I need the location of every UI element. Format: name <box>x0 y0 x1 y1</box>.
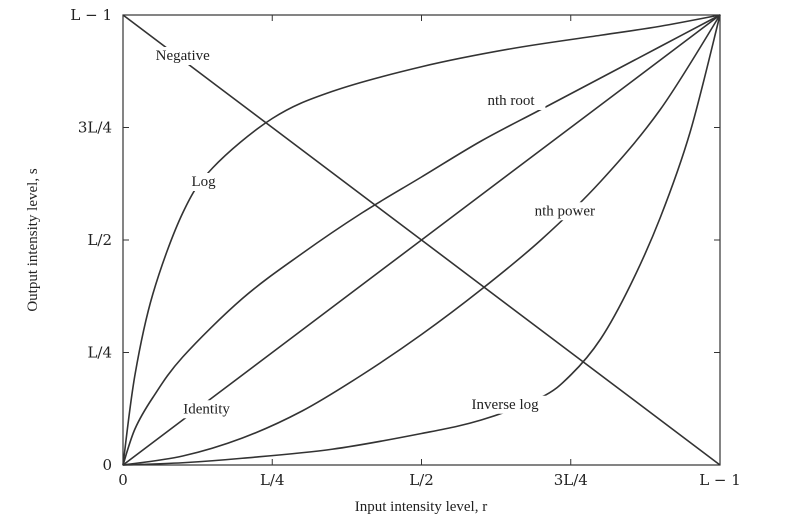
label-log: Log <box>192 174 217 190</box>
y-tick-labels: 0 L/4 L/2 3L/4 L − 1 <box>70 6 112 474</box>
curve-nth-power <box>122 14 721 466</box>
y-axis-title: Output intensity level, s <box>25 168 41 311</box>
curve-identity <box>122 14 721 466</box>
label-background <box>459 395 551 414</box>
y-tick-label: 3L/4 <box>78 119 112 137</box>
label-inverse-log: Inverse log <box>472 397 540 413</box>
label-negative: Negative <box>156 48 210 64</box>
x-tick-label: 0 <box>118 471 128 489</box>
tick-marks <box>123 15 720 465</box>
label-nth-power: nth power <box>535 203 595 219</box>
label-background <box>188 173 219 191</box>
x-tick-label: 3L/4 <box>554 471 588 489</box>
label-nth-root: nth root <box>488 93 536 109</box>
label-background <box>526 202 603 221</box>
curves <box>122 14 721 466</box>
y-tick-label: L − 1 <box>70 6 112 24</box>
x-tick-labels: 0 L/4 L/2 3L/4 L − 1 <box>118 471 741 489</box>
curve-nth-root <box>122 14 721 466</box>
curve-annotations: Negative nth root Log nth power Identity Inve… <box>148 47 603 419</box>
x-tick-label: L − 1 <box>699 471 741 489</box>
y-tick-label: 0 <box>102 456 112 474</box>
x-tick-label: L/4 <box>260 471 285 489</box>
x-axis-title: Input intensity level, r <box>355 499 487 515</box>
y-tick-label: L/2 <box>87 231 112 249</box>
label-background <box>148 47 218 65</box>
label-background <box>476 92 546 110</box>
curve-log <box>122 14 721 466</box>
x-tick-label: L/2 <box>409 471 434 489</box>
label-background <box>172 400 241 419</box>
label-identity: Identity <box>183 401 230 417</box>
y-tick-label: L/4 <box>87 344 112 362</box>
